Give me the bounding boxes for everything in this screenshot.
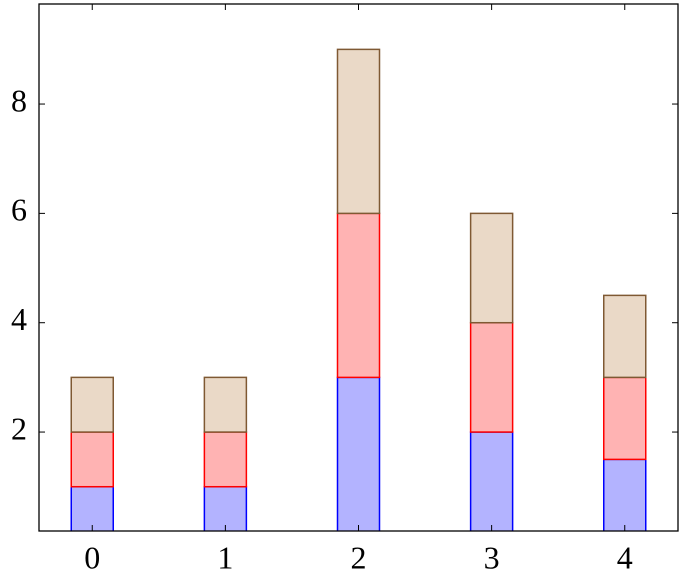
bar-segment xyxy=(203,485,248,531)
bar-segment xyxy=(70,431,114,488)
bar-segment xyxy=(469,431,514,531)
bar-segment xyxy=(603,376,647,461)
bar-segment xyxy=(603,458,647,531)
x-tick-label: 3 xyxy=(484,539,500,575)
plot-area xyxy=(70,48,647,531)
bar-segment xyxy=(70,376,114,433)
x-tick-label: 4 xyxy=(617,539,633,575)
x-tick-label: 1 xyxy=(217,539,233,575)
y-tick-label: 8 xyxy=(11,82,27,118)
bar-segment xyxy=(469,321,514,433)
bar-segment xyxy=(203,376,248,433)
bar-segment xyxy=(603,294,647,379)
bar-segment xyxy=(469,212,514,324)
bar-segment xyxy=(336,212,381,379)
y-tick-label: 2 xyxy=(11,410,27,446)
bar-segment xyxy=(336,48,381,215)
x-tick-label: 0 xyxy=(84,539,100,575)
y-tick-label: 4 xyxy=(11,301,27,337)
bar-segment xyxy=(203,431,248,488)
bar-segment xyxy=(70,485,114,531)
x-tick-label: 2 xyxy=(351,539,367,575)
y-tick-label: 6 xyxy=(11,192,27,228)
bar-segment xyxy=(336,376,381,531)
